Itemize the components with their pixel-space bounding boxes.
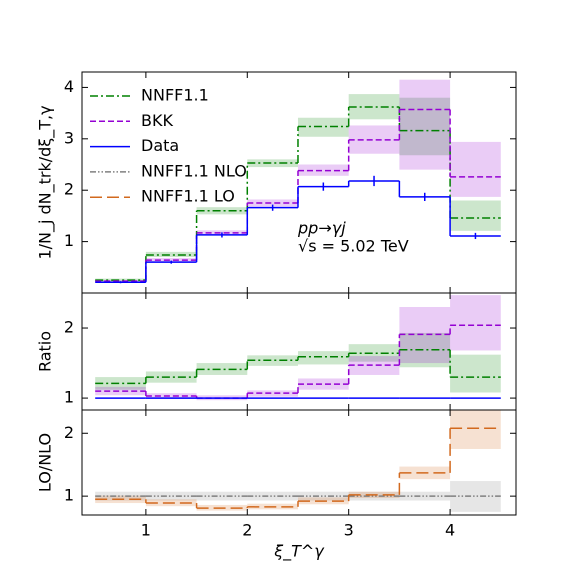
y-tick-label: 4 — [64, 77, 74, 96]
uncertainty-band — [348, 491, 400, 501]
y-tick-label: 3 — [64, 128, 74, 147]
uncertainty-band — [247, 355, 298, 366]
uncertainty-band — [247, 199, 298, 207]
uncertainty-band — [145, 371, 197, 383]
uncertainty-band — [247, 390, 298, 397]
legend-label: NNFF1.1 — [141, 86, 209, 105]
uncertainty-band — [247, 491, 298, 501]
legend-label: BKK — [141, 111, 173, 130]
uncertainty-band — [450, 295, 501, 351]
y-axis-label: 1/N_j dN_trk/dξ_T,γ — [36, 105, 56, 259]
uncertainty-band — [399, 491, 451, 501]
legend-label: NNFF1.1 NLO — [141, 161, 247, 180]
uncertainty-band — [95, 377, 146, 390]
annotation: pp→γj — [297, 219, 346, 238]
uncertainty-band — [348, 125, 400, 154]
annotation: √s = 5.02 TeV — [298, 237, 409, 256]
uncertainty-band — [297, 491, 349, 501]
uncertainty-band — [247, 159, 298, 168]
x-tick-label: 4 — [445, 521, 455, 540]
y-tick-label: 2 — [64, 318, 74, 337]
y-tick-label: 1 — [64, 231, 74, 250]
uncertainty-band — [145, 491, 197, 501]
uncertainty-band — [297, 164, 349, 176]
uncertainty-band — [297, 351, 349, 365]
uncertainty-band — [196, 207, 248, 215]
y-tick-label: 1 — [64, 486, 74, 505]
uncertainty-band — [145, 251, 197, 258]
legend-label: NNFF1.1 LO — [141, 187, 235, 206]
plot-frame — [81, 409, 517, 516]
y-tick-label: 2 — [64, 423, 74, 442]
uncertainty-band — [450, 481, 501, 512]
uncertainty-band — [348, 94, 400, 120]
legend-label: Data — [141, 136, 179, 155]
uncertainty-band — [297, 378, 349, 390]
uncertainty-band — [399, 307, 451, 364]
uncertainty-band — [145, 258, 197, 263]
uncertainty-band — [450, 354, 501, 393]
uncertainty-band — [348, 344, 400, 362]
uncertainty-band — [399, 79, 451, 170]
uncertainty-band — [399, 97, 451, 156]
uncertainty-band — [450, 410, 501, 449]
uncertainty-band — [348, 356, 400, 375]
uncertainty-band — [450, 200, 501, 231]
x-tick-label: 2 — [242, 521, 252, 540]
uncertainty-band — [196, 363, 248, 375]
uncertainty-band — [196, 491, 248, 501]
uncertainty-band — [95, 278, 146, 282]
uncertainty-band — [399, 332, 451, 368]
x-tick-label: 3 — [344, 521, 354, 540]
uncertainty-band — [145, 393, 197, 399]
x-axis-label: ξ_T^γ — [273, 542, 325, 562]
y-axis-label: LO/NLO — [36, 433, 55, 492]
y-tick-label: 2 — [64, 180, 74, 199]
y-tick-label: 1 — [64, 388, 74, 407]
y-axis-label: Ratio — [36, 331, 55, 372]
uncertainty-band — [450, 141, 501, 197]
uncertainty-band — [297, 117, 349, 137]
uncertainty-band — [95, 386, 146, 396]
x-tick-label: 1 — [141, 521, 151, 540]
uncertainty-band — [95, 491, 146, 501]
